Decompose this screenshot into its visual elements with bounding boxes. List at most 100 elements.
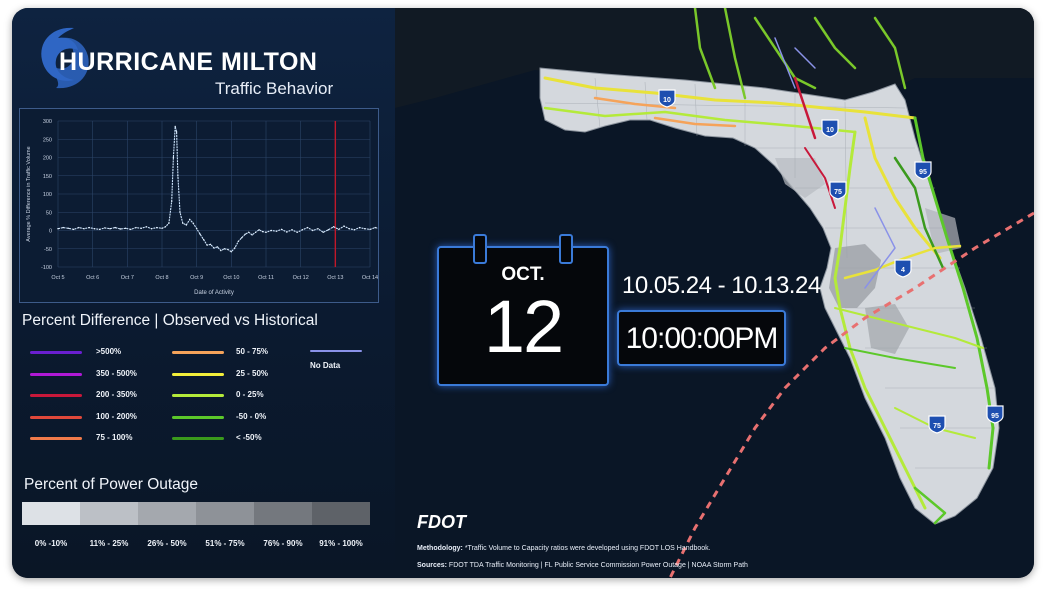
calendar-ring-icon <box>473 234 487 264</box>
interstate-shield-icon: 95 <box>986 405 1004 424</box>
legend-label: 200 - 350% <box>96 390 137 399</box>
data-point <box>114 226 116 229</box>
data-point <box>261 230 264 233</box>
data-point <box>338 228 340 231</box>
clock-time: 10:00:00PM <box>625 322 779 355</box>
data-point <box>172 156 175 159</box>
data-point <box>130 228 132 231</box>
svg-text:75: 75 <box>834 189 842 196</box>
legend-label: >500% <box>96 347 122 356</box>
y-tick-label: -100 <box>41 265 52 271</box>
x-tick-label: Oct 13 <box>327 275 343 281</box>
legend-label: < -50% <box>236 433 262 442</box>
left-panel: HURRICANE MILTON Traffic Behavior 300 250… <box>12 8 395 578</box>
legend-label: 350 - 500% <box>96 368 137 378</box>
x-tick-label: Oct 10 <box>223 275 239 281</box>
traffic-chart-svg: 300 250 200 150 100 50 0 -50 -100 Oct 5 Oct 6 Oct 7… <box>26 119 378 296</box>
data-point <box>62 226 64 229</box>
data-point <box>104 227 106 229</box>
methodology-note: Methodology: *Traffic Volume to Capacity… <box>417 545 711 552</box>
date-range: 10.05.24 - 10.13.24 <box>622 272 821 299</box>
calendar-card: OCT. 12 <box>437 234 609 386</box>
outage-label: 51% - 75% <box>205 539 245 548</box>
interstate-shield-icon: 95 <box>914 161 932 180</box>
data-point <box>171 200 173 202</box>
legend-title: Percent Difference | Observed vs Histori… <box>22 312 318 329</box>
outage-title: Percent of Power Outage <box>24 476 199 493</box>
florida-map: 10 10 75 95 4 75 95 <box>395 8 1034 578</box>
calendar-ring-icon <box>559 234 573 264</box>
data-point <box>312 229 314 232</box>
y-tick-label: 50 <box>46 210 52 216</box>
data-point <box>150 228 153 230</box>
data-point <box>119 228 122 230</box>
y-tick-label: -50 <box>44 247 52 253</box>
data-point <box>135 226 137 229</box>
x-tick-label: Oct 9 <box>190 275 203 281</box>
data-point <box>369 228 371 231</box>
y-tick-label: 100 <box>43 192 52 198</box>
data-point <box>216 246 219 248</box>
legend-swatch <box>172 372 224 376</box>
data-point <box>164 226 167 228</box>
x-tick-label: Oct 12 <box>293 275 309 281</box>
data-point <box>161 227 163 229</box>
data-point <box>248 231 250 233</box>
svg-text:95: 95 <box>991 413 999 420</box>
legend-label: 100 - 200% <box>96 411 137 421</box>
legend-label: -50 - 0% <box>236 411 267 421</box>
data-point <box>177 175 179 177</box>
data-point <box>353 229 356 231</box>
x-tick-label: Oct 7 <box>121 275 134 281</box>
outage-swatch <box>22 502 80 525</box>
outage-swatch <box>196 502 254 525</box>
legend-swatch <box>172 437 224 440</box>
data-point <box>237 240 239 243</box>
clock-box: 10:00:00PM <box>617 310 786 366</box>
y-tick-label: 200 <box>43 156 52 162</box>
data-point <box>168 222 170 224</box>
data-point <box>220 249 222 252</box>
calendar-month: OCT. <box>501 264 545 285</box>
data-point <box>270 229 272 232</box>
outage-swatch <box>254 502 312 525</box>
storm-path <box>668 211 1034 578</box>
data-point <box>88 226 90 229</box>
outage-swatch <box>138 502 196 525</box>
fdot-logo: FDOT <box>417 512 466 532</box>
legend-label: 25 - 50% <box>236 368 269 378</box>
data-point <box>78 226 80 229</box>
interstate-shield-icon: 75 <box>829 181 847 200</box>
interstate-shield-icon: 75 <box>928 415 946 434</box>
data-point <box>182 222 184 224</box>
svg-text:4: 4 <box>901 267 905 274</box>
data-point <box>280 228 283 231</box>
legend-swatch <box>310 350 362 352</box>
data-point <box>189 218 191 221</box>
traffic-chart: 300 250 200 150 100 50 0 -50 -100 Oct 5 Oct 6 Oct 7… <box>19 108 379 303</box>
data-point <box>241 237 243 239</box>
outage-label: 11% - 25% <box>89 539 129 548</box>
data-point <box>348 228 350 230</box>
data-point <box>254 231 257 233</box>
data-point <box>124 227 127 229</box>
interstate-shield-icon: 10 <box>821 119 839 138</box>
data-point <box>322 231 324 233</box>
legend-swatch <box>30 415 82 419</box>
data-point <box>265 231 267 233</box>
data-point <box>358 226 361 229</box>
legend-swatch <box>172 394 224 397</box>
data-point <box>301 229 304 231</box>
outage-swatch <box>80 502 138 525</box>
data-point <box>258 229 260 231</box>
calendar-day: 12 <box>483 285 564 368</box>
data-point <box>72 228 75 231</box>
legend-swatch <box>30 372 82 376</box>
legend-swatch <box>30 351 82 354</box>
y-axis-label: Average % Difference in Traffic Volume <box>26 146 32 241</box>
data-point <box>57 228 59 230</box>
svg-text:10: 10 <box>663 97 671 104</box>
svg-text:10: 10 <box>826 127 834 134</box>
interstate-shield-icon: 4 <box>894 259 912 278</box>
legend-label: No Data <box>310 361 341 370</box>
